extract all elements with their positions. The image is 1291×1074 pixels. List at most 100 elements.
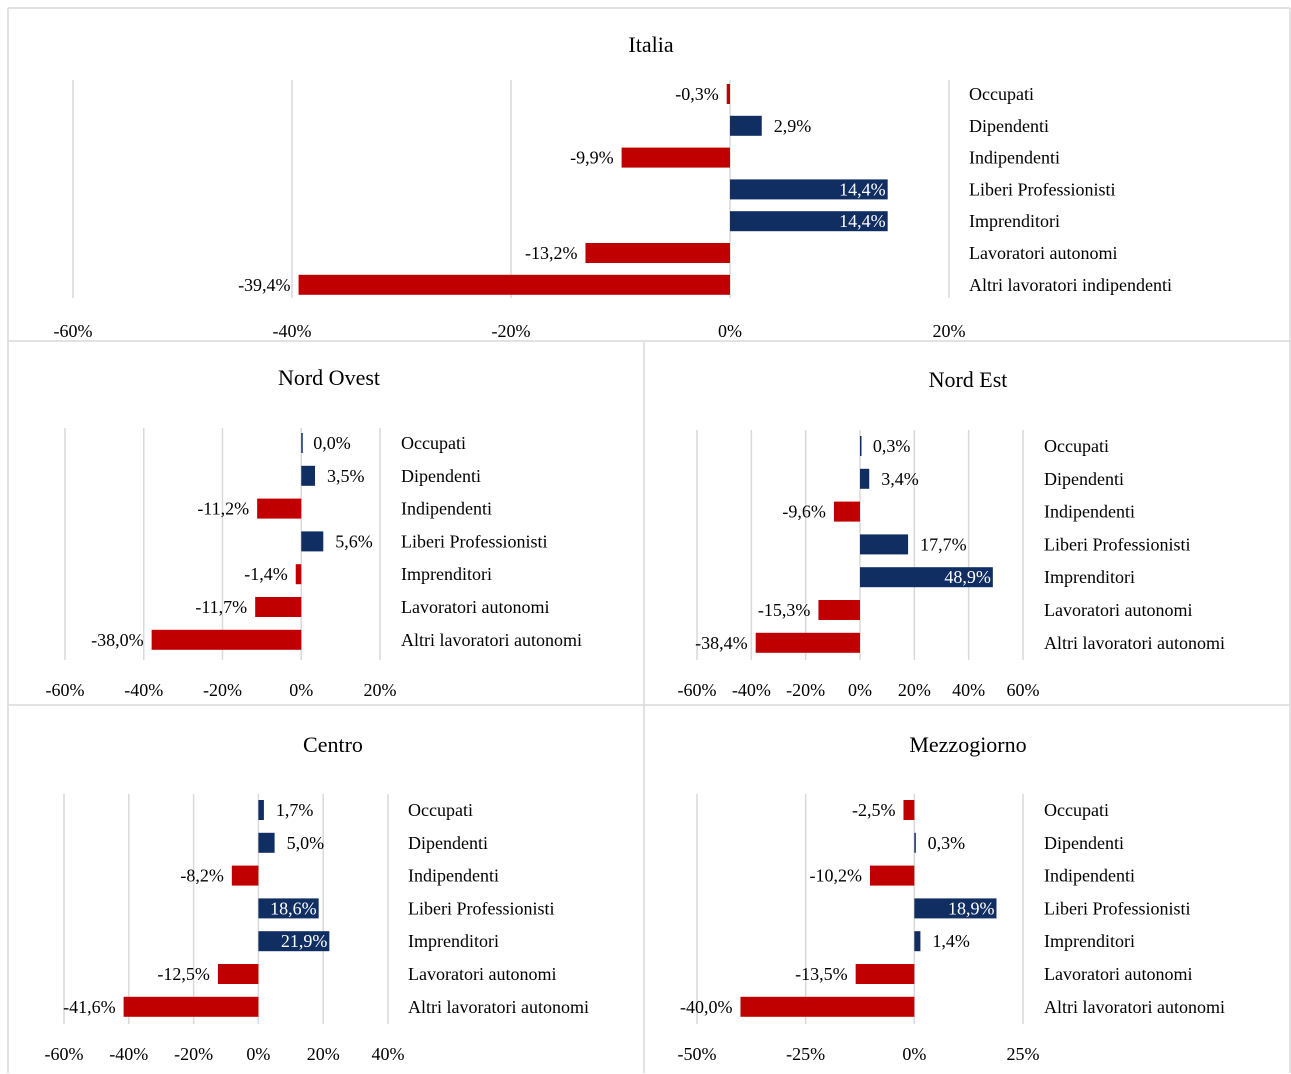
chart-title: Mezzogiorno bbox=[909, 732, 1026, 757]
value-label: -13,5% bbox=[795, 964, 848, 984]
category-label: Occupati bbox=[969, 84, 1034, 104]
bar bbox=[151, 629, 302, 650]
x-tick-label: -40% bbox=[124, 680, 163, 700]
bar bbox=[301, 465, 316, 486]
bar bbox=[833, 501, 860, 522]
panel-centro: Centro 1,7% 5,0% -8,2% 18,6% 21,9% -12,5% -41,… bbox=[45, 732, 589, 1064]
x-tick-label: -60% bbox=[45, 1044, 84, 1064]
category-label: Occupati bbox=[408, 800, 473, 820]
panel-mezzogiorno: Mezzogiorno -2,5% 0,3% -10,2% 18,9% 1,4% -13,… bbox=[678, 732, 1225, 1064]
value-label: 18,6% bbox=[270, 898, 317, 918]
value-label: -38,0% bbox=[91, 630, 144, 650]
bar bbox=[903, 800, 915, 820]
category-label: Indipendenti bbox=[401, 499, 492, 519]
value-label: -2,5% bbox=[852, 800, 896, 820]
chart-title: Centro bbox=[303, 732, 363, 757]
x-tick-label: -20% bbox=[174, 1044, 213, 1064]
category-label: Indipendenti bbox=[969, 148, 1060, 168]
value-label: 17,7% bbox=[920, 534, 967, 554]
x-tick-label: 0% bbox=[718, 321, 742, 341]
category-label: Occupati bbox=[401, 433, 466, 453]
bar bbox=[914, 832, 916, 853]
x-tick-label: 0% bbox=[289, 680, 313, 700]
bar bbox=[301, 531, 324, 552]
value-label: 14,4% bbox=[839, 179, 886, 199]
bar bbox=[860, 468, 870, 489]
bar bbox=[123, 996, 259, 1017]
category-label: Altri lavoratori autonomi bbox=[1044, 997, 1225, 1017]
bar bbox=[301, 433, 303, 453]
x-tick-label: 20% bbox=[364, 680, 397, 700]
bar bbox=[860, 534, 909, 555]
value-label: 0,0% bbox=[313, 433, 351, 453]
bar bbox=[295, 564, 302, 585]
bar bbox=[869, 865, 915, 886]
bar bbox=[818, 600, 860, 620]
x-tick-label: -20% bbox=[492, 321, 531, 341]
category-label: Liberi Professionisti bbox=[408, 898, 555, 918]
x-tick-label: -20% bbox=[203, 680, 242, 700]
category-label: Lavoratori autonomi bbox=[1044, 964, 1192, 984]
bar bbox=[730, 115, 762, 136]
category-label: Altri lavoratori autonomi bbox=[401, 630, 582, 650]
category-label: Imprenditori bbox=[1044, 567, 1135, 587]
bar bbox=[258, 800, 264, 820]
value-label: 48,9% bbox=[944, 567, 991, 587]
category-label: Altri lavoratori autonomi bbox=[408, 997, 589, 1017]
value-label: -9,6% bbox=[782, 502, 826, 522]
x-tick-label: 25% bbox=[1007, 1044, 1040, 1064]
x-tick-label: -60% bbox=[678, 680, 717, 700]
bar bbox=[730, 179, 888, 200]
panel-nord-ovest: Nord Ovest 0,0% 3,5% -11,2% 5,6% -1,4% -11,7%… bbox=[46, 365, 582, 700]
bar bbox=[217, 964, 259, 984]
value-label: 5,6% bbox=[335, 531, 373, 551]
value-label: 0,3% bbox=[928, 833, 966, 853]
x-tick-label: -60% bbox=[54, 321, 93, 341]
bar bbox=[740, 996, 915, 1017]
x-tick-label: -20% bbox=[786, 680, 825, 700]
x-tick-label: -25% bbox=[786, 1044, 825, 1064]
value-label: -39,4% bbox=[238, 275, 291, 295]
value-label: 1,4% bbox=[932, 931, 970, 951]
category-label: Dipendenti bbox=[1044, 833, 1124, 853]
value-label: -1,4% bbox=[244, 564, 288, 584]
bar bbox=[585, 243, 730, 263]
category-label: Lavoratori autonomi bbox=[969, 243, 1117, 263]
x-tick-label: 0% bbox=[848, 680, 872, 700]
value-label: 0,3% bbox=[873, 436, 911, 456]
category-label: Indipendenti bbox=[1044, 502, 1135, 522]
x-tick-label: 20% bbox=[307, 1044, 340, 1064]
category-label: Dipendenti bbox=[401, 466, 481, 486]
bar bbox=[258, 832, 275, 853]
category-label: Occupati bbox=[1044, 436, 1109, 456]
value-label: -9,9% bbox=[570, 148, 614, 168]
panel-borders bbox=[7, 7, 1291, 1073]
category-label: Dipendenti bbox=[969, 116, 1049, 136]
value-label: -0,3% bbox=[675, 84, 719, 104]
x-tick-label: -40% bbox=[109, 1044, 148, 1064]
category-label: Lavoratori autonomi bbox=[401, 597, 549, 617]
bar bbox=[258, 898, 319, 919]
category-label: Liberi Professionisti bbox=[1044, 534, 1191, 554]
bar bbox=[755, 632, 860, 653]
bar bbox=[730, 211, 888, 232]
x-tick-label: 40% bbox=[372, 1044, 405, 1064]
bar bbox=[621, 147, 730, 168]
x-tick-label: 60% bbox=[1007, 680, 1040, 700]
panel-nord-est: Nord Est 0,3% 3,4% -9,6% 17,7% 48,9% -15,3% -3… bbox=[678, 367, 1225, 700]
category-label: Altri lavoratori indipendenti bbox=[969, 275, 1172, 295]
category-label: Occupati bbox=[1044, 800, 1109, 820]
value-label: -8,2% bbox=[180, 866, 224, 886]
category-label: Altri lavoratori autonomi bbox=[1044, 633, 1225, 653]
panel-italia: Italia -0,3% 2,9% -9,9% 14,4% 14,4% -13,2% -39… bbox=[54, 32, 1172, 341]
value-label: -38,4% bbox=[695, 633, 748, 653]
bar bbox=[255, 597, 302, 617]
value-label: 21,9% bbox=[281, 931, 328, 951]
bar bbox=[257, 498, 302, 519]
bar bbox=[726, 84, 730, 104]
value-label: -40,0% bbox=[680, 997, 733, 1017]
category-label: Lavoratori autonomi bbox=[408, 964, 556, 984]
chart-title: Nord Ovest bbox=[278, 365, 380, 390]
value-label: 14,4% bbox=[839, 211, 886, 231]
